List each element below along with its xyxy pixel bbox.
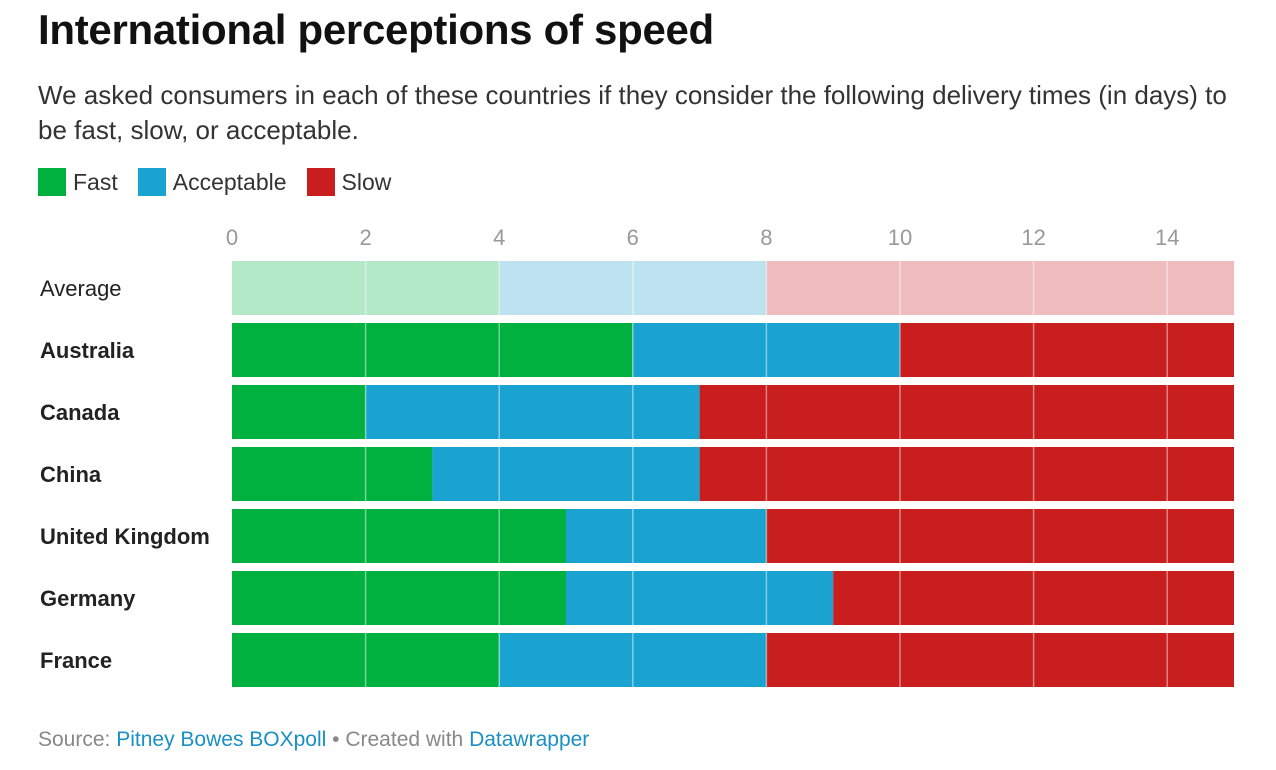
bar-australia-slow [900,323,1234,377]
legend: Fast Acceptable Slow [38,168,411,196]
bar-france-slow [766,633,1234,687]
bar-united-kingdom-slow [766,509,1234,563]
datawrapper-link[interactable]: Datawrapper [469,728,590,751]
x-tick-label: 8 [760,225,772,250]
legend-item-fast: Fast [38,168,118,196]
x-tick-label: 12 [1021,225,1045,250]
x-tick-label: 2 [359,225,371,250]
chart-title: International perceptions of speed [38,6,714,53]
footer: Source: Pitney Bowes BOXpoll • Created w… [38,728,589,752]
bar-canada-slow [699,385,1234,439]
bar-united-kingdom-fast [232,509,566,563]
legend-swatch-acceptable [137,168,166,196]
bar-germany-fast [232,571,566,625]
x-tick-label: 10 [888,225,912,250]
category-label: France [40,648,112,673]
stacked-bar-chart: 0 2 4 6 8 10 12 14 Average Australia Canada China Un… [40,225,1234,687]
legend-label-acceptable: Acceptable [172,168,287,195]
bar-canada-fast [232,385,366,439]
footer-separator: • Created with [326,728,470,751]
bar-china-fast [232,447,433,501]
source-link[interactable]: Pitney Bowes BOXpoll [116,728,327,751]
bar-australia-fast [232,323,633,377]
legend-item-acceptable: Acceptable [137,168,287,196]
legend-item-slow: Slow [306,168,392,196]
category-label: Germany [40,586,136,611]
category-label: Australia [40,338,135,363]
category-label: United Kingdom [40,524,210,549]
bar-australia-acceptable [632,323,900,377]
category-label: Average [40,276,122,301]
legend-swatch-slow [306,168,335,196]
bar-canada-acceptable [365,385,700,439]
bar-average-slow [766,261,1234,315]
category-label: China [40,462,102,487]
legend-swatch-fast [38,168,66,196]
bar-france-fast [232,633,500,687]
bar-germany-slow [833,571,1234,625]
x-tick-label: 4 [493,225,505,250]
source-prefix: Source: [38,728,117,751]
bar-average-acceptable [499,261,767,315]
bar-average-fast [232,261,500,315]
chart-subtitle: We asked consumers in each of these coun… [38,80,1227,145]
bar-germany-acceptable [566,571,834,625]
legend-label-slow: Slow [341,168,392,195]
bar-france-acceptable [499,633,767,687]
x-tick-label: 0 [226,225,238,250]
legend-label-fast: Fast [73,168,118,195]
x-tick-label: 14 [1155,225,1179,250]
x-tick-label: 6 [627,225,639,250]
bar-china-acceptable [432,447,700,501]
bar-china-slow [699,447,1234,501]
category-label: Canada [40,400,120,425]
bar-united-kingdom-acceptable [566,509,767,563]
